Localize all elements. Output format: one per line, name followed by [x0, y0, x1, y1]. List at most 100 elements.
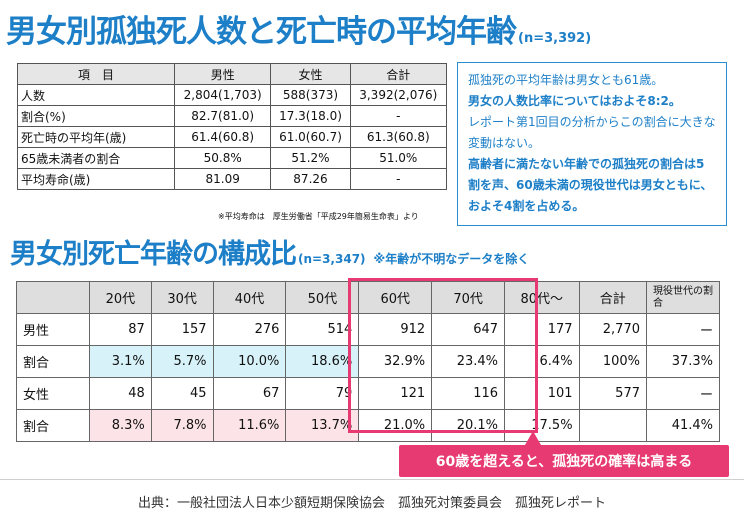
table-cell: 10.0%	[212, 345, 287, 378]
table-cell: 3.1%	[89, 345, 152, 378]
table-cell: 17.3(18.0)	[270, 105, 351, 127]
table-cell: 20.1%	[431, 409, 506, 442]
table-row: 女性 48 45 67 79 121 116 101 577 ー	[16, 377, 720, 410]
summary-box: 孤独死の平均年齢は男女とも61歳。 男女の人数比率についてはおよそ8:2。 レポ…	[457, 62, 727, 226]
table-header: 80代～	[504, 281, 580, 314]
row-label: 割合	[16, 409, 90, 442]
table-cell: 5.7%	[150, 345, 214, 378]
summary-line: 男女の人数比率についてはおよそ8:2。	[468, 94, 681, 108]
table-cell: 177	[504, 313, 580, 346]
table-cell: 2,770	[578, 313, 648, 346]
table-cell: 276	[212, 313, 287, 346]
row-label: 割合	[16, 345, 90, 378]
table-cell: 3,392(2,076)	[349, 84, 448, 106]
table-cell: 61.3(60.8)	[349, 126, 448, 148]
footnote: ※平均寿命は 厚生労働省「平成29年簡易生命表」より	[218, 212, 419, 221]
table-cell: 588(373)	[270, 84, 351, 106]
table-cell: 37.3%	[646, 345, 720, 378]
table-cell: 67	[212, 377, 287, 410]
table-row: 65歳未満者の割合 50.8% 51.2% 51.0%	[17, 147, 448, 169]
main-title: 男女別孤独死人数と死亡時の平均年齢 (n=3,392)	[6, 14, 592, 50]
infographic-panel: 男女別孤独死人数と死亡時の平均年齢 (n=3,392) 項 目 男性 女性 合計 …	[0, 14, 744, 480]
table-header: 50代	[285, 281, 360, 314]
row-label: 女性	[16, 377, 90, 410]
table-header: 現役世代の割合	[646, 281, 720, 314]
table-header-row: 20代 30代 40代 50代 60代 70代 80代～ 合計 現役世代の割合	[16, 281, 720, 314]
table-cell: 121	[358, 377, 433, 410]
table-cell: 6.4%	[504, 345, 580, 378]
table-row: 割合(%) 82.7(81.0) 17.3(18.0) -	[17, 105, 448, 127]
table-row: 割合 3.1% 5.7% 10.0% 18.6% 32.9% 23.4% 6.4…	[16, 345, 720, 378]
source-credit: 出典：一般社団法人日本少額短期保険協会 孤独死対策委員会 孤独死レポート	[137, 496, 606, 511]
table-cell: 82.7(81.0)	[173, 105, 272, 127]
table-header	[16, 281, 90, 314]
table-header: 20代	[89, 281, 152, 314]
table-cell: 7.8%	[150, 409, 214, 442]
table-header: 30代	[150, 281, 214, 314]
table-row: 人数 2,804(1,703) 588(373) 3,392(2,076)	[17, 84, 448, 106]
table-cell: 8.3%	[89, 409, 152, 442]
table-cell: 50.8%	[173, 147, 272, 169]
row-label: 65歳未満者の割合	[17, 147, 175, 169]
table-row: 男性 87 157 276 514 912 647 177 2,770 ー	[16, 313, 720, 346]
table-cell: 32.9%	[358, 345, 433, 378]
table-header: 項 目	[17, 63, 175, 85]
table-cell: ー	[646, 377, 720, 410]
summary-line: 高齢者に満たない年齢での孤独死の割合は5割を声、60歳未満の現役世代は男女ともに…	[468, 157, 713, 213]
table-row: 割合 8.3% 7.8% 11.6% 13.7% 21.0% 20.1% 17.…	[16, 409, 720, 442]
table-header: 合計	[578, 281, 648, 314]
table-cell: 81.09	[173, 168, 272, 190]
table-header: 男性	[173, 63, 272, 85]
callout-pointer	[525, 431, 541, 445]
table-cell: -	[349, 105, 448, 127]
row-label: 平均寿命(歳)	[17, 168, 175, 190]
section-note: ※年齢が不明なデータを除く	[373, 252, 530, 266]
section-title-n: (n=3,347)	[298, 252, 366, 266]
row-label: 人数	[17, 84, 175, 106]
table-header: 合計	[349, 63, 448, 85]
table-cell: 101	[504, 377, 580, 410]
table-cell: 45	[150, 377, 214, 410]
age-composition-table: 20代 30代 40代 50代 60代 70代 80代～ 合計 現役世代の割合 …	[16, 281, 720, 442]
table-cell: 61.4(60.8)	[173, 126, 272, 148]
table-header-row: 項 目 男性 女性 合計	[17, 63, 448, 85]
table-cell: 13.7%	[285, 409, 360, 442]
table-cell: 11.6%	[212, 409, 287, 442]
table-cell: 51.2%	[270, 147, 351, 169]
table-header: 40代	[212, 281, 287, 314]
row-label: 死亡時の平均年(歳)	[17, 126, 175, 148]
table-cell: 48	[89, 377, 152, 410]
table-cell: 577	[578, 377, 648, 410]
table-cell: 61.0(60.7)	[270, 126, 351, 148]
table-cell: -	[349, 168, 448, 190]
summary-line: 孤独死の平均年齢は男女とも61歳。	[468, 73, 664, 87]
row-label: 男性	[16, 313, 90, 346]
table-cell: 51.0%	[349, 147, 448, 169]
table-header: 女性	[270, 63, 351, 85]
summary-table: 項 目 男性 女性 合計 人数 2,804(1,703) 588(373) 3,…	[17, 63, 448, 190]
table-cell: 79	[285, 377, 360, 410]
table-cell: 647	[431, 313, 506, 346]
table-header: 60代	[358, 281, 433, 314]
table-cell: 17.5%	[504, 409, 580, 442]
table-cell: 18.6%	[285, 345, 360, 378]
table-cell: 2,804(1,703)	[173, 84, 272, 106]
row-label: 割合(%)	[17, 105, 175, 127]
section-title: 男女別死亡年齢の構成比 (n=3,347) ※年齢が不明なデータを除く	[10, 239, 530, 270]
callout-banner: 60歳を超えると、孤独死の確率は高まる	[399, 445, 729, 477]
table-cell: ー	[646, 313, 720, 346]
main-title-n: (n=3,392)	[518, 31, 592, 46]
table-cell: 41.4%	[646, 409, 720, 442]
table-header: 70代	[431, 281, 506, 314]
table-cell: 23.4%	[431, 345, 506, 378]
table-row: 平均寿命(歳) 81.09 87.26 -	[17, 168, 448, 190]
table-cell: 514	[285, 313, 360, 346]
table-cell: 157	[150, 313, 214, 346]
table-cell: 100%	[578, 345, 648, 378]
table-cell: 87	[89, 313, 152, 346]
table-cell: 912	[358, 313, 433, 346]
table-row: 死亡時の平均年(歳) 61.4(60.8) 61.0(60.7) 61.3(60…	[17, 126, 448, 148]
table-cell	[578, 409, 648, 442]
table-cell: 116	[431, 377, 506, 410]
table-cell: 87.26	[270, 168, 351, 190]
